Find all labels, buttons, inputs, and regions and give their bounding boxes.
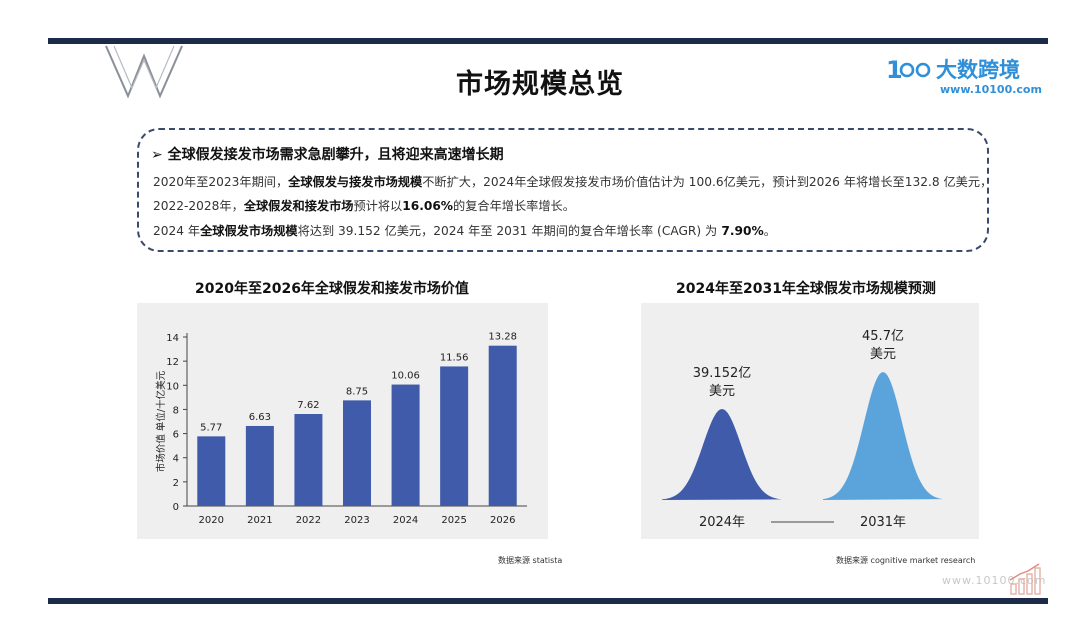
bar-value-label: 8.75 bbox=[346, 386, 368, 397]
summary-line-1: 2020年至2023年期间，全球假发与接发市场规模不断扩大，2024年全球假发接… bbox=[153, 175, 993, 189]
bell-value-label: 45.7亿 bbox=[862, 329, 904, 344]
y-tick-label: 2 bbox=[173, 478, 179, 489]
bottom-divider-bar bbox=[48, 598, 1048, 604]
bell-chart-source: 数据来源 cognitive market research bbox=[836, 556, 976, 565]
bar bbox=[343, 400, 371, 506]
top-divider-bar bbox=[48, 38, 1048, 44]
bar bbox=[197, 436, 226, 506]
summary-headline-text: 全球假发接发市场需求急剧攀升，且将迎来高速增长期 bbox=[167, 147, 504, 163]
bar-value-label: 7.62 bbox=[297, 400, 319, 411]
bar-value-label: 6.63 bbox=[249, 412, 271, 423]
summary-box: ➢ 全球假发接发市场需求急剧攀升，且将迎来高速增长期 2020年至2023年期间… bbox=[137, 128, 993, 252]
brand-mark-icon: 1 bbox=[886, 56, 903, 84]
x-tick-label: 2024 bbox=[393, 515, 418, 526]
bell-unit-label: 美元 bbox=[870, 347, 896, 362]
bar bbox=[488, 345, 517, 506]
bar-value-label: 10.06 bbox=[391, 371, 420, 382]
bar-chart-source: 数据来源 statista bbox=[498, 556, 563, 565]
brand-name: 大数跨境 bbox=[936, 58, 1020, 82]
y-tick-label: 12 bbox=[166, 357, 179, 368]
brand-logo[interactable]: 1 大数跨境 www.10100.com bbox=[886, 54, 1046, 102]
x-tick-label: 2026 bbox=[490, 515, 515, 526]
brand-url: www.10100.com bbox=[940, 83, 1042, 96]
summary-line-2: 2022-2028年，全球假发和接发市场预计将以16.06%的复合年增长率增长。 bbox=[153, 199, 575, 213]
x-tick-label: 2020 bbox=[199, 515, 224, 526]
x-tick-label: 2025 bbox=[441, 515, 466, 526]
summary-headline: ➢ 全球假发接发市场需求急剧攀升，且将迎来高速增长期 bbox=[151, 144, 504, 164]
y-axis-label: 市场价值 单位/十亿美元 bbox=[155, 370, 167, 472]
page-title: 市场规模总览 bbox=[456, 69, 624, 100]
y-tick-label: 8 bbox=[173, 405, 179, 416]
bar bbox=[440, 366, 469, 506]
x-tick-label: 2022 bbox=[296, 515, 321, 526]
bar bbox=[294, 414, 323, 506]
bar-chart: 0 2 4 6 8 10 12 14 5.77 2020 6.63 2021 7.62 2022 8.75 2… bbox=[155, 332, 527, 526]
growth-chart-icon bbox=[1009, 563, 1041, 595]
bell-unit-label: 美元 bbox=[709, 384, 735, 399]
bell-value-label: 39.152亿 bbox=[693, 366, 752, 381]
bar-value-label: 13.28 bbox=[488, 332, 517, 343]
y-tick-label: 6 bbox=[173, 430, 179, 441]
bell-chart-panel: 39.152亿 美元 2024年 45.7亿 美元 2031年 bbox=[641, 303, 979, 539]
x-tick-label: 2023 bbox=[344, 515, 369, 526]
bell-shape bbox=[662, 408, 782, 500]
bar-value-label: 11.56 bbox=[440, 352, 469, 363]
arrow-icon: ➢ bbox=[151, 147, 163, 163]
y-tick-label: 14 bbox=[166, 333, 179, 344]
bar-chart-panel: 0 2 4 6 8 10 12 14 5.77 2020 6.63 2021 7.62 2022 8.75 2… bbox=[137, 303, 548, 539]
y-tick-label: 4 bbox=[173, 454, 179, 465]
y-tick-label: 0 bbox=[173, 502, 179, 513]
bell-chart-title: 2024年至2031年全球假发市场规模预测 bbox=[676, 281, 936, 297]
bell-shape bbox=[823, 372, 943, 500]
bell-category-label: 2031年 bbox=[860, 515, 906, 530]
y-tick-label: 10 bbox=[166, 381, 179, 392]
x-tick-label: 2021 bbox=[247, 515, 272, 526]
bar-chart-title: 2020年至2026年全球假发和接发市场价值 bbox=[195, 281, 469, 297]
bar-value-label: 5.77 bbox=[200, 422, 222, 433]
bar bbox=[391, 384, 420, 506]
bar bbox=[245, 425, 274, 506]
bell-category-label: 2024年 bbox=[699, 515, 745, 530]
brand-circles-icon bbox=[899, 62, 931, 78]
w-logo-icon bbox=[105, 45, 183, 99]
summary-line-3: 2024 年全球假发市场规模将达到 39.152 亿美元，2024 年至 203… bbox=[153, 224, 776, 238]
